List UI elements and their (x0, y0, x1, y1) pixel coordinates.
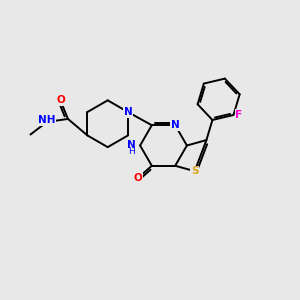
Text: H: H (128, 147, 135, 156)
Text: N: N (127, 140, 136, 151)
Text: O: O (134, 173, 143, 183)
Text: S: S (191, 166, 199, 176)
Text: O: O (56, 95, 65, 105)
Text: NH: NH (38, 116, 56, 125)
Text: N: N (124, 107, 132, 117)
Text: N: N (171, 120, 180, 130)
Text: F: F (235, 110, 242, 120)
